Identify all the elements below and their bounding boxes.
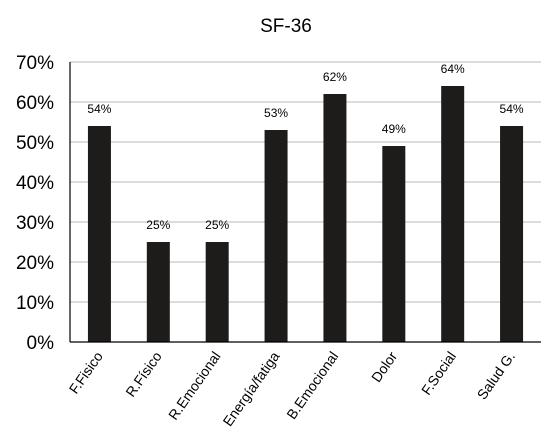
y-tick-label: 50% — [16, 133, 54, 154]
y-tick-label: 40% — [16, 173, 54, 194]
y-tick-label: 60% — [16, 93, 54, 114]
x-category-label: Energía/fatiga — [219, 348, 282, 429]
bar — [323, 94, 347, 342]
gridlines — [70, 61, 541, 303]
x-category-label: F.Social — [418, 349, 459, 398]
x-category-label: R.Físico — [122, 348, 165, 399]
x-category-label: Dolor — [368, 348, 400, 385]
bar — [87, 126, 111, 342]
bar — [441, 86, 465, 342]
bar — [500, 126, 524, 342]
y-tick-label: 30% — [16, 213, 54, 234]
x-category-label: B.Emocional — [283, 349, 341, 423]
bar — [264, 130, 288, 342]
bar — [205, 242, 229, 342]
data-label: 49% — [382, 122, 406, 136]
x-category-label: R.Emocional — [165, 349, 224, 423]
y-tick-label: 10% — [16, 293, 54, 314]
x-axis-categories: F.Fisico R.Físico R.EmocionalEnergía/fatig… — [66, 348, 518, 429]
data-label: 62% — [323, 70, 347, 84]
data-labels: 54% 25% 25% 53% 62% 49% 64% 54% — [87, 62, 523, 232]
y-axis-ticks: 0% 10% 20% 30% 40% 50% 60% 70% — [16, 53, 54, 354]
data-label: 53% — [264, 106, 288, 120]
data-label: 54% — [87, 102, 111, 116]
data-label: 64% — [441, 62, 465, 76]
y-tick-label: 0% — [27, 333, 55, 354]
y-tick-label: 70% — [16, 53, 54, 74]
data-label: 25% — [205, 218, 229, 232]
data-label: 54% — [500, 102, 524, 116]
chart-title: SF-36 — [260, 16, 312, 37]
x-category-label: F.Fisico — [66, 348, 106, 396]
bar — [382, 146, 406, 342]
bar — [146, 242, 170, 342]
data-label: 25% — [146, 218, 170, 232]
y-tick-label: 20% — [16, 253, 54, 274]
x-category-label: Salud G. — [474, 349, 518, 403]
bars — [87, 86, 524, 342]
